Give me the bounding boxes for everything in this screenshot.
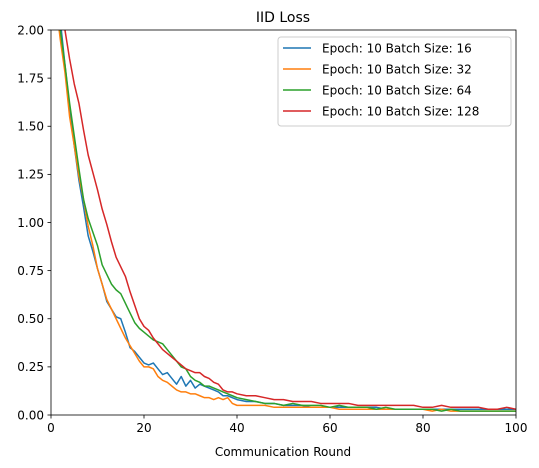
legend-label: Epoch: 10 Batch Size: 32 xyxy=(322,62,472,76)
y-axis: 0.00 0.25 0.50 0.75 1.00 1.25 1.50 1.75 2.00 xyxy=(17,23,51,422)
legend: Epoch: 10 Batch Size: 16 Epoch: 10 Batch … xyxy=(278,37,511,126)
y-tick-label: 1.00 xyxy=(17,216,44,230)
x-tick-label: 40 xyxy=(229,421,244,435)
x-axis-label: Communication Round xyxy=(215,445,351,459)
legend-label: Epoch: 10 Batch Size: 128 xyxy=(322,104,479,118)
x-tick-label: 60 xyxy=(322,421,337,435)
x-axis: 0 20 40 60 80 100 xyxy=(47,415,527,435)
y-tick-label: 2.00 xyxy=(17,23,44,37)
y-tick-label: 1.75 xyxy=(17,71,44,85)
y-tick-label: 0.25 xyxy=(17,360,44,374)
chart-title: IID Loss xyxy=(256,10,310,26)
legend-label: Epoch: 10 Batch Size: 64 xyxy=(322,83,472,97)
y-tick-label: 1.50 xyxy=(17,120,44,134)
y-tick-label: 0.75 xyxy=(17,264,44,278)
x-tick-label: 80 xyxy=(415,421,430,435)
y-tick-label: 0.50 xyxy=(17,312,44,326)
x-tick-label: 0 xyxy=(47,421,55,435)
x-tick-label: 20 xyxy=(136,421,151,435)
x-tick-label: 100 xyxy=(505,421,528,435)
y-tick-label: 0.00 xyxy=(17,408,44,422)
legend-label: Epoch: 10 Batch Size: 16 xyxy=(322,41,472,55)
y-tick-label: 1.25 xyxy=(17,168,44,182)
